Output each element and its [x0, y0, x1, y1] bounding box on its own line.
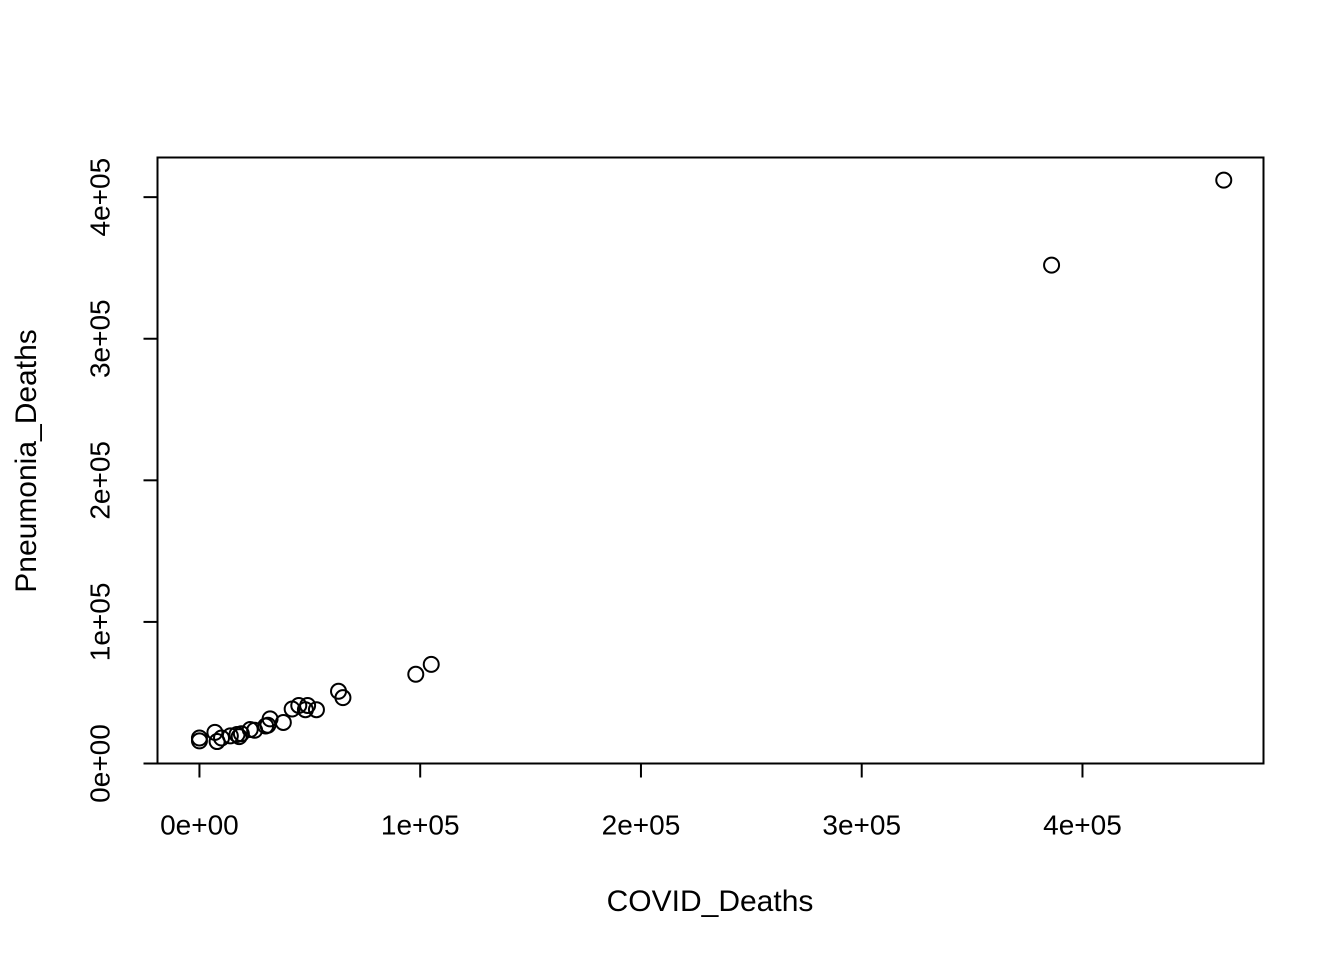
plot-frame: [156, 156, 1265, 765]
data-point: [221, 727, 239, 745]
x-tick-label: 3e+05: [822, 810, 901, 841]
data-points: [190, 171, 1233, 751]
y-tick-label: 3e+05: [85, 299, 116, 378]
data-point: [274, 713, 292, 731]
data-point: [334, 689, 352, 707]
data-point: [422, 655, 440, 673]
x-tick-label: 4e+05: [1043, 810, 1122, 841]
x-axis: 0e+00 1e+05 2e+05 3e+05 4e+05: [160, 762, 1122, 841]
y-axis-label: Pneumonia_Deaths: [10, 329, 43, 593]
x-tick-label: 1e+05: [381, 810, 460, 841]
data-point: [1215, 171, 1233, 189]
y-tick-label: 0e+00: [85, 724, 116, 803]
y-axis: 0e+00 1e+05 2e+05 3e+05 4e+05: [85, 158, 159, 803]
data-point: [190, 729, 208, 747]
data-point: [213, 729, 231, 747]
y-tick-label: 1e+05: [85, 583, 116, 662]
data-point: [1043, 256, 1061, 274]
data-point: [407, 665, 425, 683]
data-point: [307, 701, 325, 719]
y-tick-label: 4e+05: [85, 158, 116, 237]
x-tick-label: 2e+05: [602, 810, 681, 841]
x-axis-label: COVID_Deaths: [607, 885, 814, 918]
data-point: [299, 696, 317, 714]
y-tick-label: 2e+05: [85, 441, 116, 520]
x-tick-label: 0e+00: [160, 810, 239, 841]
